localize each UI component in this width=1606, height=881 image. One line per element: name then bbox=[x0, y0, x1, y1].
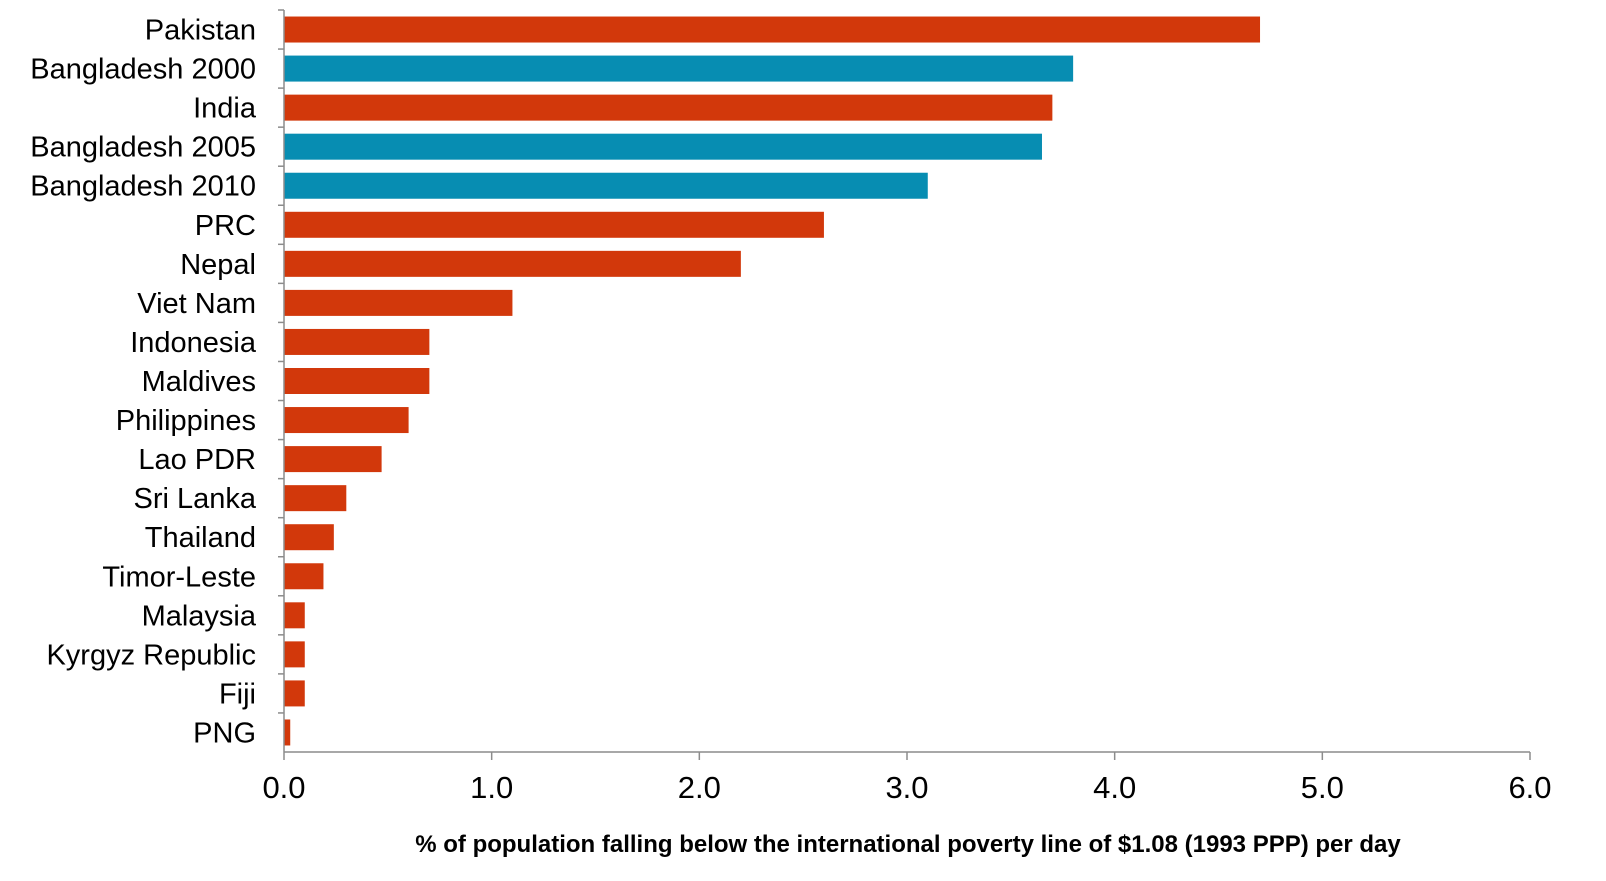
x-tick-label: 1.0 bbox=[470, 770, 513, 805]
category-label-fiji: Fiji bbox=[219, 678, 256, 710]
bar-lao-pdr bbox=[284, 446, 382, 473]
bar-indonesia bbox=[284, 328, 430, 355]
bar-bangladesh-2010 bbox=[284, 172, 928, 199]
category-labels-group: Pakistan Bangladesh 2000 India Bangladesh 2… bbox=[30, 15, 257, 750]
bar-malaysia bbox=[284, 602, 305, 629]
category-label-png: PNG bbox=[193, 717, 256, 749]
category-label-india: India bbox=[193, 93, 257, 125]
bar-thailand bbox=[284, 524, 334, 551]
category-label-pakistan: Pakistan bbox=[145, 15, 256, 47]
category-label-malaysia: Malaysia bbox=[142, 600, 257, 632]
bar-nepal bbox=[284, 250, 741, 277]
category-label-lao-pdr: Lao PDR bbox=[138, 444, 256, 476]
category-label-philippines: Philippines bbox=[116, 405, 256, 437]
bar-maldives bbox=[284, 368, 430, 394]
bar-sri-lanka bbox=[284, 485, 347, 512]
bar-bangladesh-2000 bbox=[284, 55, 1074, 82]
x-tick-label: 3.0 bbox=[885, 770, 928, 805]
x-tick-labels-group: 0.0 1.0 2.0 3.0 4.0 5.0 6.0 bbox=[262, 770, 1551, 805]
category-label-nepal: Nepal bbox=[180, 249, 256, 281]
bar-png bbox=[284, 719, 291, 746]
category-label-thailand: Thailand bbox=[145, 522, 256, 554]
category-label-maldives: Maldives bbox=[142, 366, 256, 398]
x-tick-label: 2.0 bbox=[678, 770, 721, 805]
x-tick-label: 6.0 bbox=[1508, 770, 1551, 805]
bar-fiji bbox=[284, 680, 305, 707]
category-label-viet-nam: Viet Nam bbox=[137, 288, 256, 320]
category-label-bangladesh-2010: Bangladesh 2010 bbox=[30, 171, 256, 203]
bar-bangladesh-2005 bbox=[284, 133, 1042, 160]
bars-group bbox=[284, 16, 1261, 746]
category-label-bangladesh-2000: Bangladesh 2000 bbox=[30, 54, 256, 86]
bar-philippines bbox=[284, 407, 409, 434]
x-axis-title: % of population falling below the intern… bbox=[415, 831, 1401, 858]
axes-group bbox=[278, 9, 1531, 760]
category-label-sri-lanka: Sri Lanka bbox=[133, 483, 256, 515]
category-label-prc: PRC bbox=[195, 210, 256, 242]
category-label-indonesia: Indonesia bbox=[130, 327, 257, 359]
x-tick-label: 5.0 bbox=[1301, 770, 1344, 805]
bar-kyrgyz-republic bbox=[284, 641, 305, 668]
bar-viet-nam bbox=[284, 289, 513, 316]
category-label-timor-leste: Timor-Leste bbox=[102, 561, 256, 593]
bar-prc bbox=[284, 211, 824, 238]
x-tick-label: 0.0 bbox=[262, 770, 305, 805]
bar-pakistan bbox=[284, 16, 1261, 43]
bar-timor-leste bbox=[284, 563, 324, 590]
category-label-bangladesh-2005: Bangladesh 2005 bbox=[30, 132, 256, 164]
x-tick-label: 4.0 bbox=[1093, 770, 1136, 805]
category-label-kyrgyz-republic: Kyrgyz Republic bbox=[46, 639, 256, 671]
bar-india bbox=[284, 94, 1053, 121]
